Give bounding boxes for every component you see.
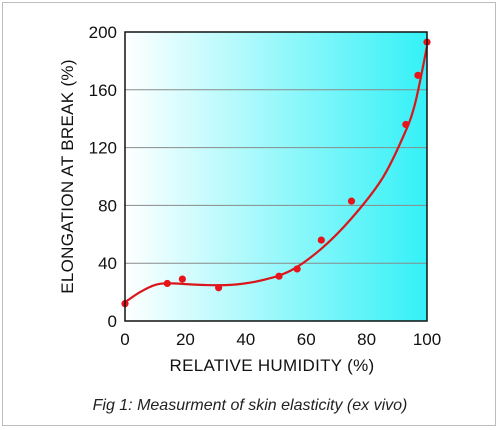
y-tick-label: 120	[89, 139, 117, 158]
x-tick-labels: 0 20 40 60 80 100	[120, 330, 441, 349]
figure-caption: Fig 1: Measurment of skin elasticity (ex…	[92, 397, 408, 414]
data-point	[414, 71, 422, 79]
y-tick-label: 0	[108, 312, 117, 331]
x-tick-label: 0	[120, 330, 129, 349]
y-tick-label: 160	[89, 81, 117, 100]
data-point	[163, 279, 171, 288]
y-tick-labels: 0 40 80 120 160 200	[89, 23, 117, 331]
gridlines	[125, 89, 427, 264]
x-tick-label: 100	[413, 330, 441, 349]
x-tick-label: 20	[176, 330, 195, 349]
plot-border	[124, 31, 428, 322]
y-tick-label: 200	[89, 23, 117, 42]
plot-area	[125, 32, 427, 321]
y-tick-label: 80	[98, 196, 117, 215]
x-axis-title: RELATIVE HUMIDITY (%)	[170, 356, 375, 375]
data-point	[293, 265, 301, 273]
data-point	[347, 197, 356, 205]
y-tick-label: 40	[98, 254, 117, 273]
data-point	[178, 275, 186, 283]
y-axis-title: ELONGATION AT BREAK (%)	[58, 59, 77, 294]
x-tick-label: 80	[357, 330, 376, 349]
data-point	[402, 120, 410, 129]
data-point	[317, 236, 325, 244]
x-tick-label: 40	[236, 330, 255, 349]
data-point	[275, 272, 283, 280]
data-point	[215, 284, 223, 292]
x-tick-label: 60	[297, 330, 316, 349]
